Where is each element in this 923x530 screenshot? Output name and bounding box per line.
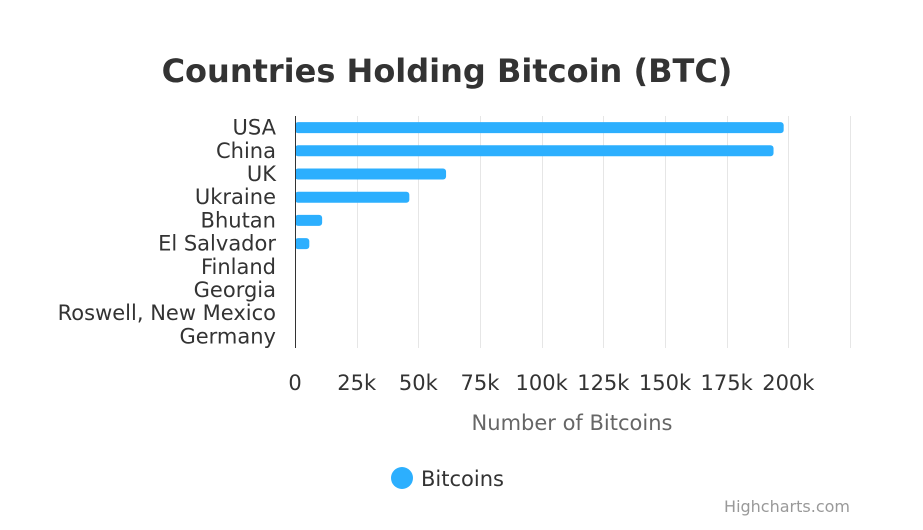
chart-title: Countries Holding Bitcoin (BTC) [162, 52, 733, 90]
bar[interactable] [295, 122, 784, 134]
category-label: Germany [179, 324, 276, 348]
category-label: UK [247, 162, 277, 186]
category-label: Ukraine [195, 185, 276, 209]
bar[interactable] [295, 168, 447, 180]
credits-link[interactable]: Highcharts.com [724, 497, 850, 516]
x-tick-label: 75k [461, 371, 501, 395]
category-label: USA [233, 116, 277, 140]
bar[interactable] [295, 191, 410, 203]
x-axis-title: Number of Bitcoins [472, 411, 673, 435]
legend[interactable]: Bitcoins [391, 467, 504, 491]
category-label: Bhutan [201, 208, 276, 232]
bar[interactable] [295, 145, 774, 157]
value-axis-ticks: 0 25k 50k 75k 100k 125k 150k 175k 200k [288, 371, 815, 395]
category-label: Finland [201, 255, 276, 279]
bar-series [295, 122, 784, 250]
x-tick-label: 175k [701, 371, 754, 395]
category-label: China [216, 139, 276, 163]
category-label: Georgia [194, 278, 276, 302]
x-tick-label: 200k [762, 371, 815, 395]
x-tick-label: 25k [337, 371, 377, 395]
x-tick-label: 100k [516, 371, 569, 395]
bar[interactable] [295, 238, 310, 250]
legend-item-label[interactable]: Bitcoins [421, 467, 504, 491]
legend-symbol[interactable] [391, 467, 413, 489]
category-label: Roswell, New Mexico [58, 301, 276, 325]
bar[interactable] [295, 214, 323, 226]
category-label: El Salvador [158, 232, 276, 256]
x-tick-label: 50k [399, 371, 439, 395]
x-tick-label: 150k [639, 371, 692, 395]
x-tick-label: 0 [288, 371, 301, 395]
x-tick-label: 125k [577, 371, 630, 395]
